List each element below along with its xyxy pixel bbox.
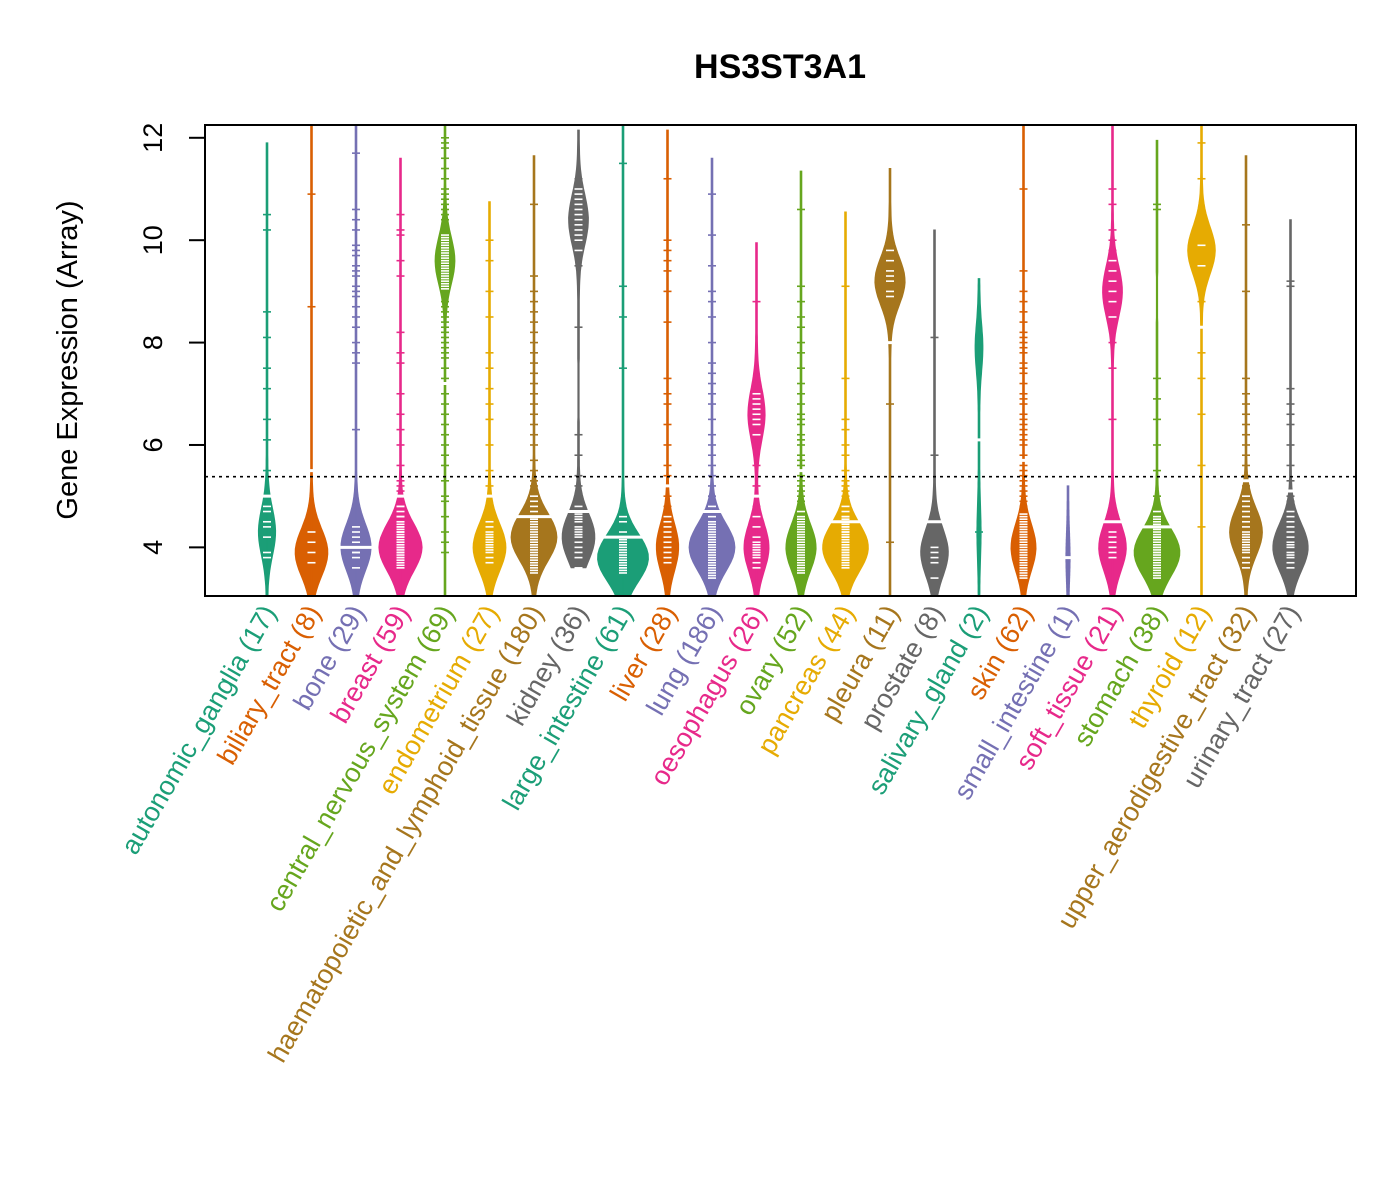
chart-title: HS3ST3A1: [694, 48, 866, 86]
y-tick-label: 12: [138, 123, 168, 153]
violins-group: [257, 124, 1309, 597]
points-group: [244, 134, 1313, 579]
y-tick-label: 10: [138, 225, 168, 255]
y-axis: 4 6 8 10 12: [138, 123, 1356, 555]
x-axis-labels: autonomic_ganglia (17)biliary_tract (8)b…: [115, 600, 1306, 1067]
y-tick-label: 6: [138, 437, 168, 452]
y-tick-label: 8: [138, 335, 168, 350]
plot-frame: [204, 124, 1357, 597]
y-tick-label: 4: [138, 540, 168, 555]
y-axis-label: Gene Expression (Array): [52, 200, 84, 519]
